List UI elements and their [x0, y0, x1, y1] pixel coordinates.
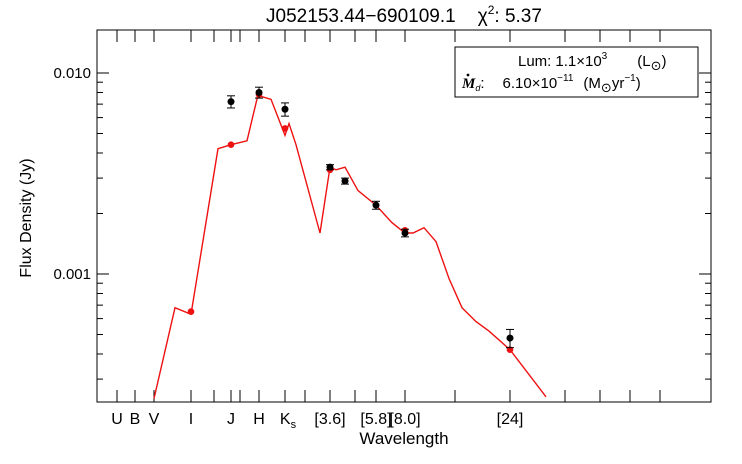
observed-point-Ks — [281, 102, 289, 117]
y-tick-label-0: 0.010 — [53, 65, 91, 82]
legend-mdot-sub: d — [475, 83, 481, 93]
legend-box: Lum: 1.1×103 (L⊙) Md: 6.10×10−11 (M⊙yr−1) — [454, 46, 699, 98]
observed-point-5-8 — [372, 200, 380, 210]
legend-lum-mantissa: 1.1×10 — [555, 53, 601, 70]
plot-frame — [96, 29, 712, 403]
legend-lum-exp: 3 — [602, 51, 608, 62]
model-point-J — [227, 141, 235, 148]
legend-lum-unit-sun: ⊙ — [651, 58, 662, 73]
legend-mdot-colon: : — [480, 75, 484, 92]
observed-point-24 — [506, 328, 514, 349]
observed-point-4-5 — [341, 177, 349, 185]
x-tick-label-V: V — [149, 411, 160, 428]
legend-mdot-unit-close: ) — [636, 75, 641, 92]
x-tick-label-5-8: [5.8] — [360, 411, 391, 428]
mdot-overdot — [466, 73, 470, 77]
title-chi-label: χ — [478, 6, 488, 27]
axis-ticks — [97, 30, 712, 402]
legend-mdot-symbol: M — [461, 76, 476, 92]
model-points — [187, 91, 514, 354]
title-chi-exp: 2 — [488, 3, 495, 17]
x-axis-label: Wavelength — [359, 429, 448, 448]
y-axis-label: Flux Density (Jy) — [18, 158, 35, 277]
x-tick-label-B: B — [130, 411, 141, 428]
legend-mdot-unit-exp: −1 — [624, 73, 636, 84]
x-tick-labels: U B V I J H Ks [3.6] [5.8][8.0] [24] — [111, 411, 523, 431]
x-tick-label-24: [24] — [497, 411, 524, 428]
observed-points — [227, 86, 514, 349]
legend-lum-row: Lum: 1.1×103 (L⊙) — [518, 51, 666, 73]
legend-lum-label: Lum: — [518, 53, 551, 70]
plot-area — [153, 86, 547, 399]
model-sed-line — [153, 93, 547, 399]
chart-title: J052153.44−690109.1 χ2: 5.37 — [266, 3, 542, 27]
x-tick-label-3-6: [3.6] — [314, 411, 345, 428]
x-tick-label-8-0: [8.0] — [389, 411, 420, 428]
model-point-Ks — [281, 125, 289, 132]
observed-point-J — [227, 95, 235, 109]
observed-point-3-6 — [326, 163, 334, 171]
legend-mdot-unit-mid: yr — [612, 75, 625, 92]
y-tick-labels: 0.010 0.001 — [53, 65, 91, 283]
model-point-I — [187, 308, 195, 315]
legend-lum-unit-close: ) — [661, 53, 666, 70]
legend-mdot-exp: −11 — [557, 73, 574, 84]
legend-mdot-unit-sun: ⊙ — [601, 80, 612, 95]
legend-mdot-row: Md: 6.10×10−11 (M⊙yr−1) — [461, 73, 641, 95]
legend-lum-unit-open: (L — [637, 53, 650, 70]
legend-mdot-mantissa: 6.10×10 — [503, 75, 558, 92]
x-tick-label-H: H — [253, 411, 265, 428]
legend-mdot-unit-open: (M — [583, 75, 601, 92]
x-tick-label-J: J — [227, 411, 235, 428]
title-chi-value: : 5.37 — [494, 6, 542, 27]
x-tick-label-Ks: Ks — [280, 411, 297, 431]
observed-point-8-0 — [401, 228, 409, 238]
legend-frame — [454, 46, 699, 98]
y-tick-label-1: 0.001 — [53, 266, 91, 283]
x-tick-label-U: U — [111, 411, 123, 428]
observed-point-H — [255, 86, 263, 99]
title-object: J052153.44−690109.1 — [266, 6, 456, 27]
x-tick-label-I: I — [189, 411, 193, 428]
